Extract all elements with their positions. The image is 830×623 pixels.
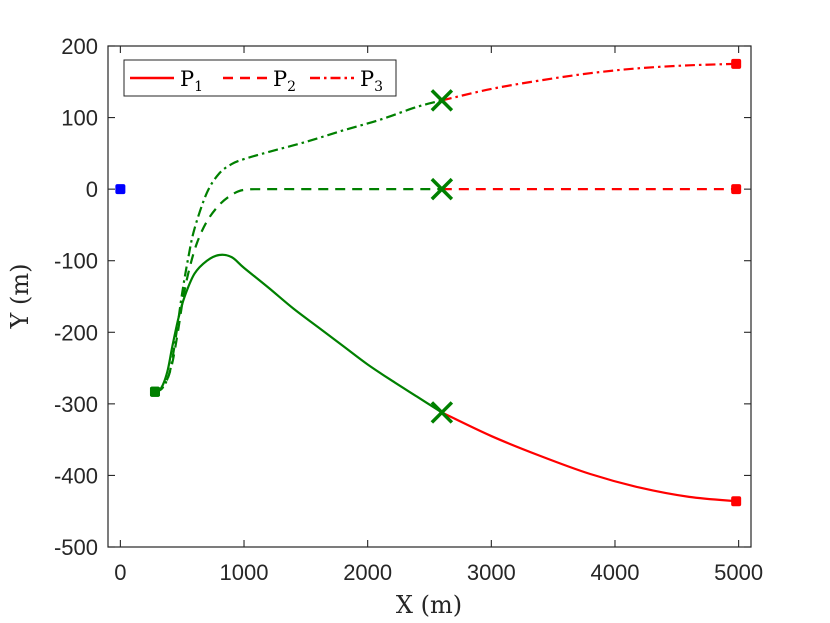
series-P3-pre-switch-line [154,99,443,393]
x-axis-label: X (m) [396,591,462,619]
series-P1-end-marker [731,496,742,507]
y-tick-label: -100 [54,249,98,274]
marker-layer [115,58,742,507]
y-tick-label: 200 [61,34,98,59]
y-tick-label: 0 [86,177,98,202]
series-P3-start-marker [149,386,160,397]
series-P2-pre-switch-line [154,187,442,393]
x-tick-label: 0 [114,560,126,585]
y-tick-label: -200 [54,320,98,345]
y-tick-label: -500 [54,535,98,560]
series-P1-pre-switch-line [154,253,443,414]
x-tick-label: 1000 [220,560,269,585]
series-P1-post-switch-line [441,411,737,503]
plot-area [108,46,751,547]
x-tick-label: 5000 [714,560,763,585]
y-tick-label: -400 [54,463,98,488]
y-tick-label: -300 [54,392,98,417]
y-axis-label: Y (m) [6,264,34,330]
legend-label-subscript: 2 [287,79,296,95]
x-tick-label: 2000 [343,560,392,585]
y-tick-label: 100 [61,106,98,131]
legend-label-subscript: 1 [194,79,203,95]
series-P3-end-marker [731,58,742,69]
series-P2-end-marker [731,184,742,195]
series-P3-switch-marker [430,89,454,112]
x-tick-label: 3000 [467,560,516,585]
series-P2-switch-marker [430,177,454,201]
series-layer [154,62,737,503]
legend: P1 P2 P3 [123,59,397,97]
switch-marker-stroke [430,401,454,424]
series-P1-switch-marker [430,401,454,424]
axes-box [107,45,752,548]
switch-marker-stroke [430,177,454,201]
origin-marker [115,184,126,195]
switch-marker-stroke [430,89,454,112]
series-P3-post-switch-line [441,62,737,102]
legend-label-subscript: 3 [374,79,383,95]
x-tick-label: 4000 [591,560,640,585]
tick-layer: 0 1000 2000 3000 4000 50002001000-100-200-300… [54,34,763,585]
